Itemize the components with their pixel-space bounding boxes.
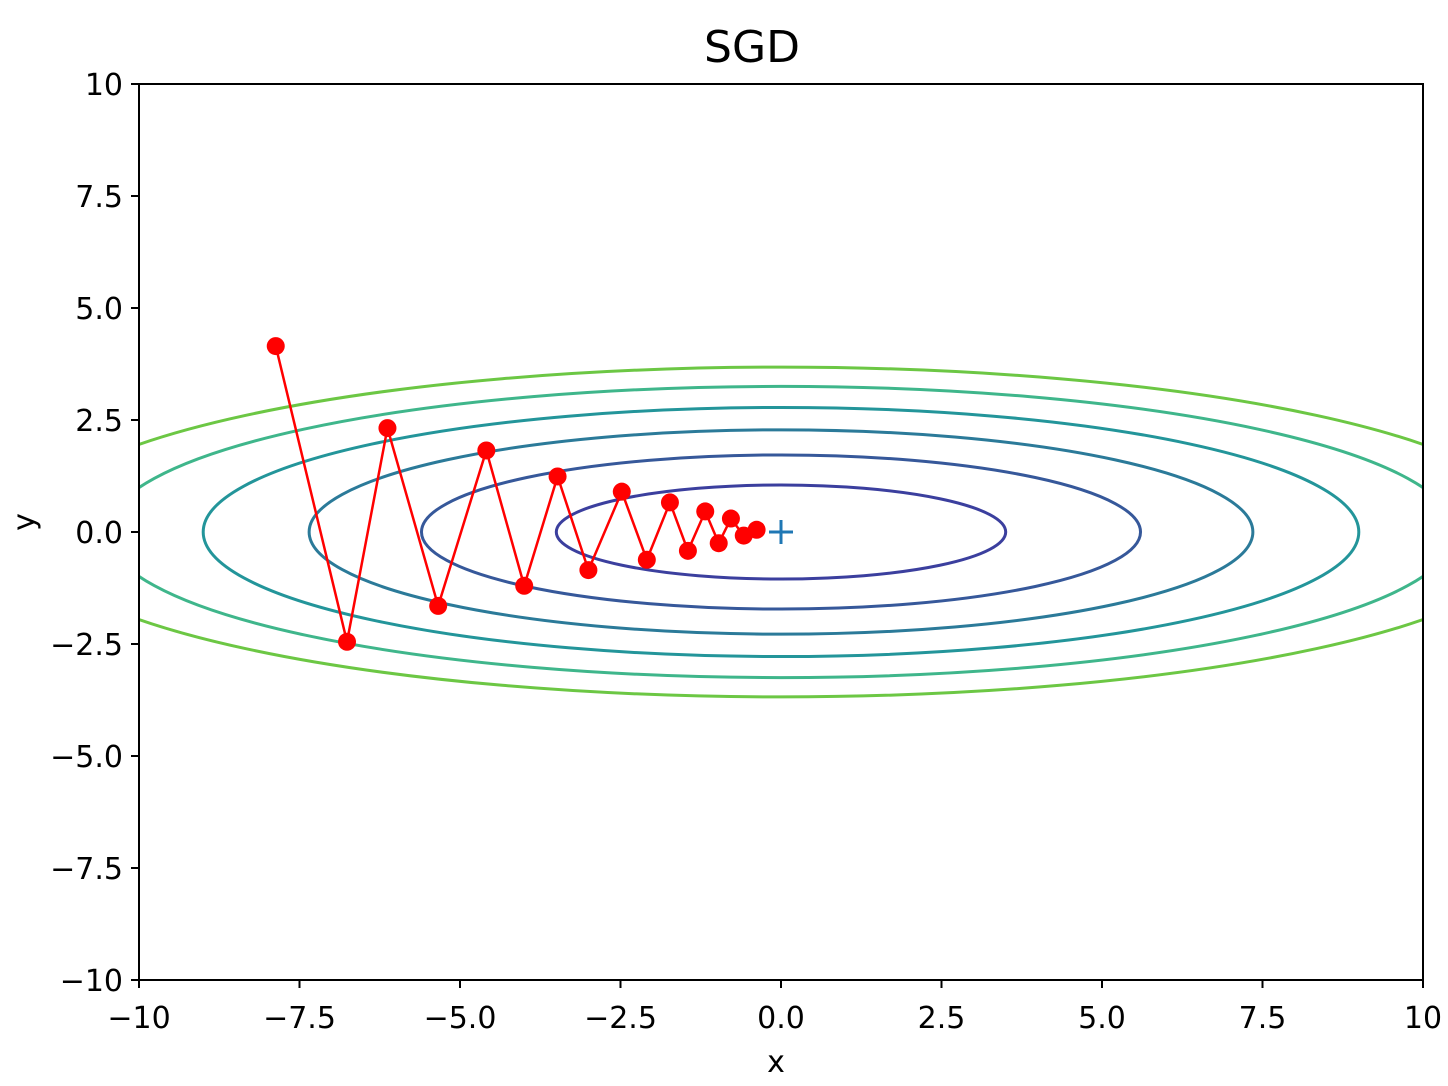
sgd-step-point — [378, 419, 397, 438]
y-tick-label: −7.5 — [50, 852, 123, 887]
sgd-step-point — [266, 337, 285, 356]
sgd-step-point — [429, 596, 448, 615]
sgd-step-point — [579, 561, 598, 580]
x-tick-label: −5.0 — [424, 1001, 497, 1036]
sgd-step-point — [721, 509, 740, 528]
contour-layer — [139, 365, 1423, 699]
x-tick-label: 10 — [1404, 1001, 1442, 1036]
sgd-step-point — [338, 632, 357, 651]
sgd-step-point — [548, 467, 567, 486]
series-layer — [266, 337, 766, 651]
x-tick-label: 7.5 — [1239, 1001, 1287, 1036]
contour-line-2 — [419, 453, 1143, 611]
contour-line-1 — [554, 483, 1008, 581]
chart-title: SGD — [704, 22, 800, 73]
x-tick-label: −2.5 — [584, 1001, 657, 1036]
y-tick-label: −5.0 — [50, 740, 123, 775]
contour-line-4 — [201, 405, 1361, 659]
x-axis: −10 −7.5 −5.0 −2.5 0.0 2.5 5.0 7.5 10 — [107, 980, 1442, 1036]
x-tick-label: 2.5 — [918, 1001, 966, 1036]
contour-line-3 — [307, 428, 1255, 636]
x-axis-label: x — [767, 1045, 785, 1080]
sgd-step-point — [709, 534, 728, 553]
y-tick-label: −2.5 — [50, 628, 123, 663]
sgd-step-point — [696, 502, 715, 521]
y-tick-label: −10 — [60, 964, 123, 999]
y-axis-label: y — [7, 513, 42, 531]
sgd-step-point — [612, 482, 631, 501]
minimum-plus-marker — [769, 520, 793, 544]
y-tick-label: 2.5 — [75, 404, 123, 439]
sgd-step-point — [660, 493, 679, 512]
contour-line-6 — [139, 365, 1423, 699]
x-tick-label: −7.5 — [263, 1001, 336, 1036]
y-axis: 10 7.5 5.0 2.5 0.0 −2.5 −5.0 −7.5 −10 — [50, 68, 139, 999]
y-tick-label: 10 — [85, 68, 123, 103]
y-tick-label: 7.5 — [75, 180, 123, 215]
contour-line-5 — [139, 384, 1423, 680]
sgd-step-point — [678, 541, 697, 560]
sgd-step-point — [515, 576, 534, 595]
y-tick-label: 5.0 — [75, 292, 123, 327]
sgd-step-point — [637, 550, 656, 569]
sgd-step-point — [747, 520, 766, 539]
minimum-marker-layer — [769, 520, 793, 544]
sgd-step-point — [477, 441, 496, 460]
x-tick-label: −10 — [107, 1001, 170, 1036]
x-tick-label: 5.0 — [1078, 1001, 1126, 1036]
y-tick-label: 0.0 — [75, 516, 123, 551]
x-tick-label: 0.0 — [757, 1001, 805, 1036]
